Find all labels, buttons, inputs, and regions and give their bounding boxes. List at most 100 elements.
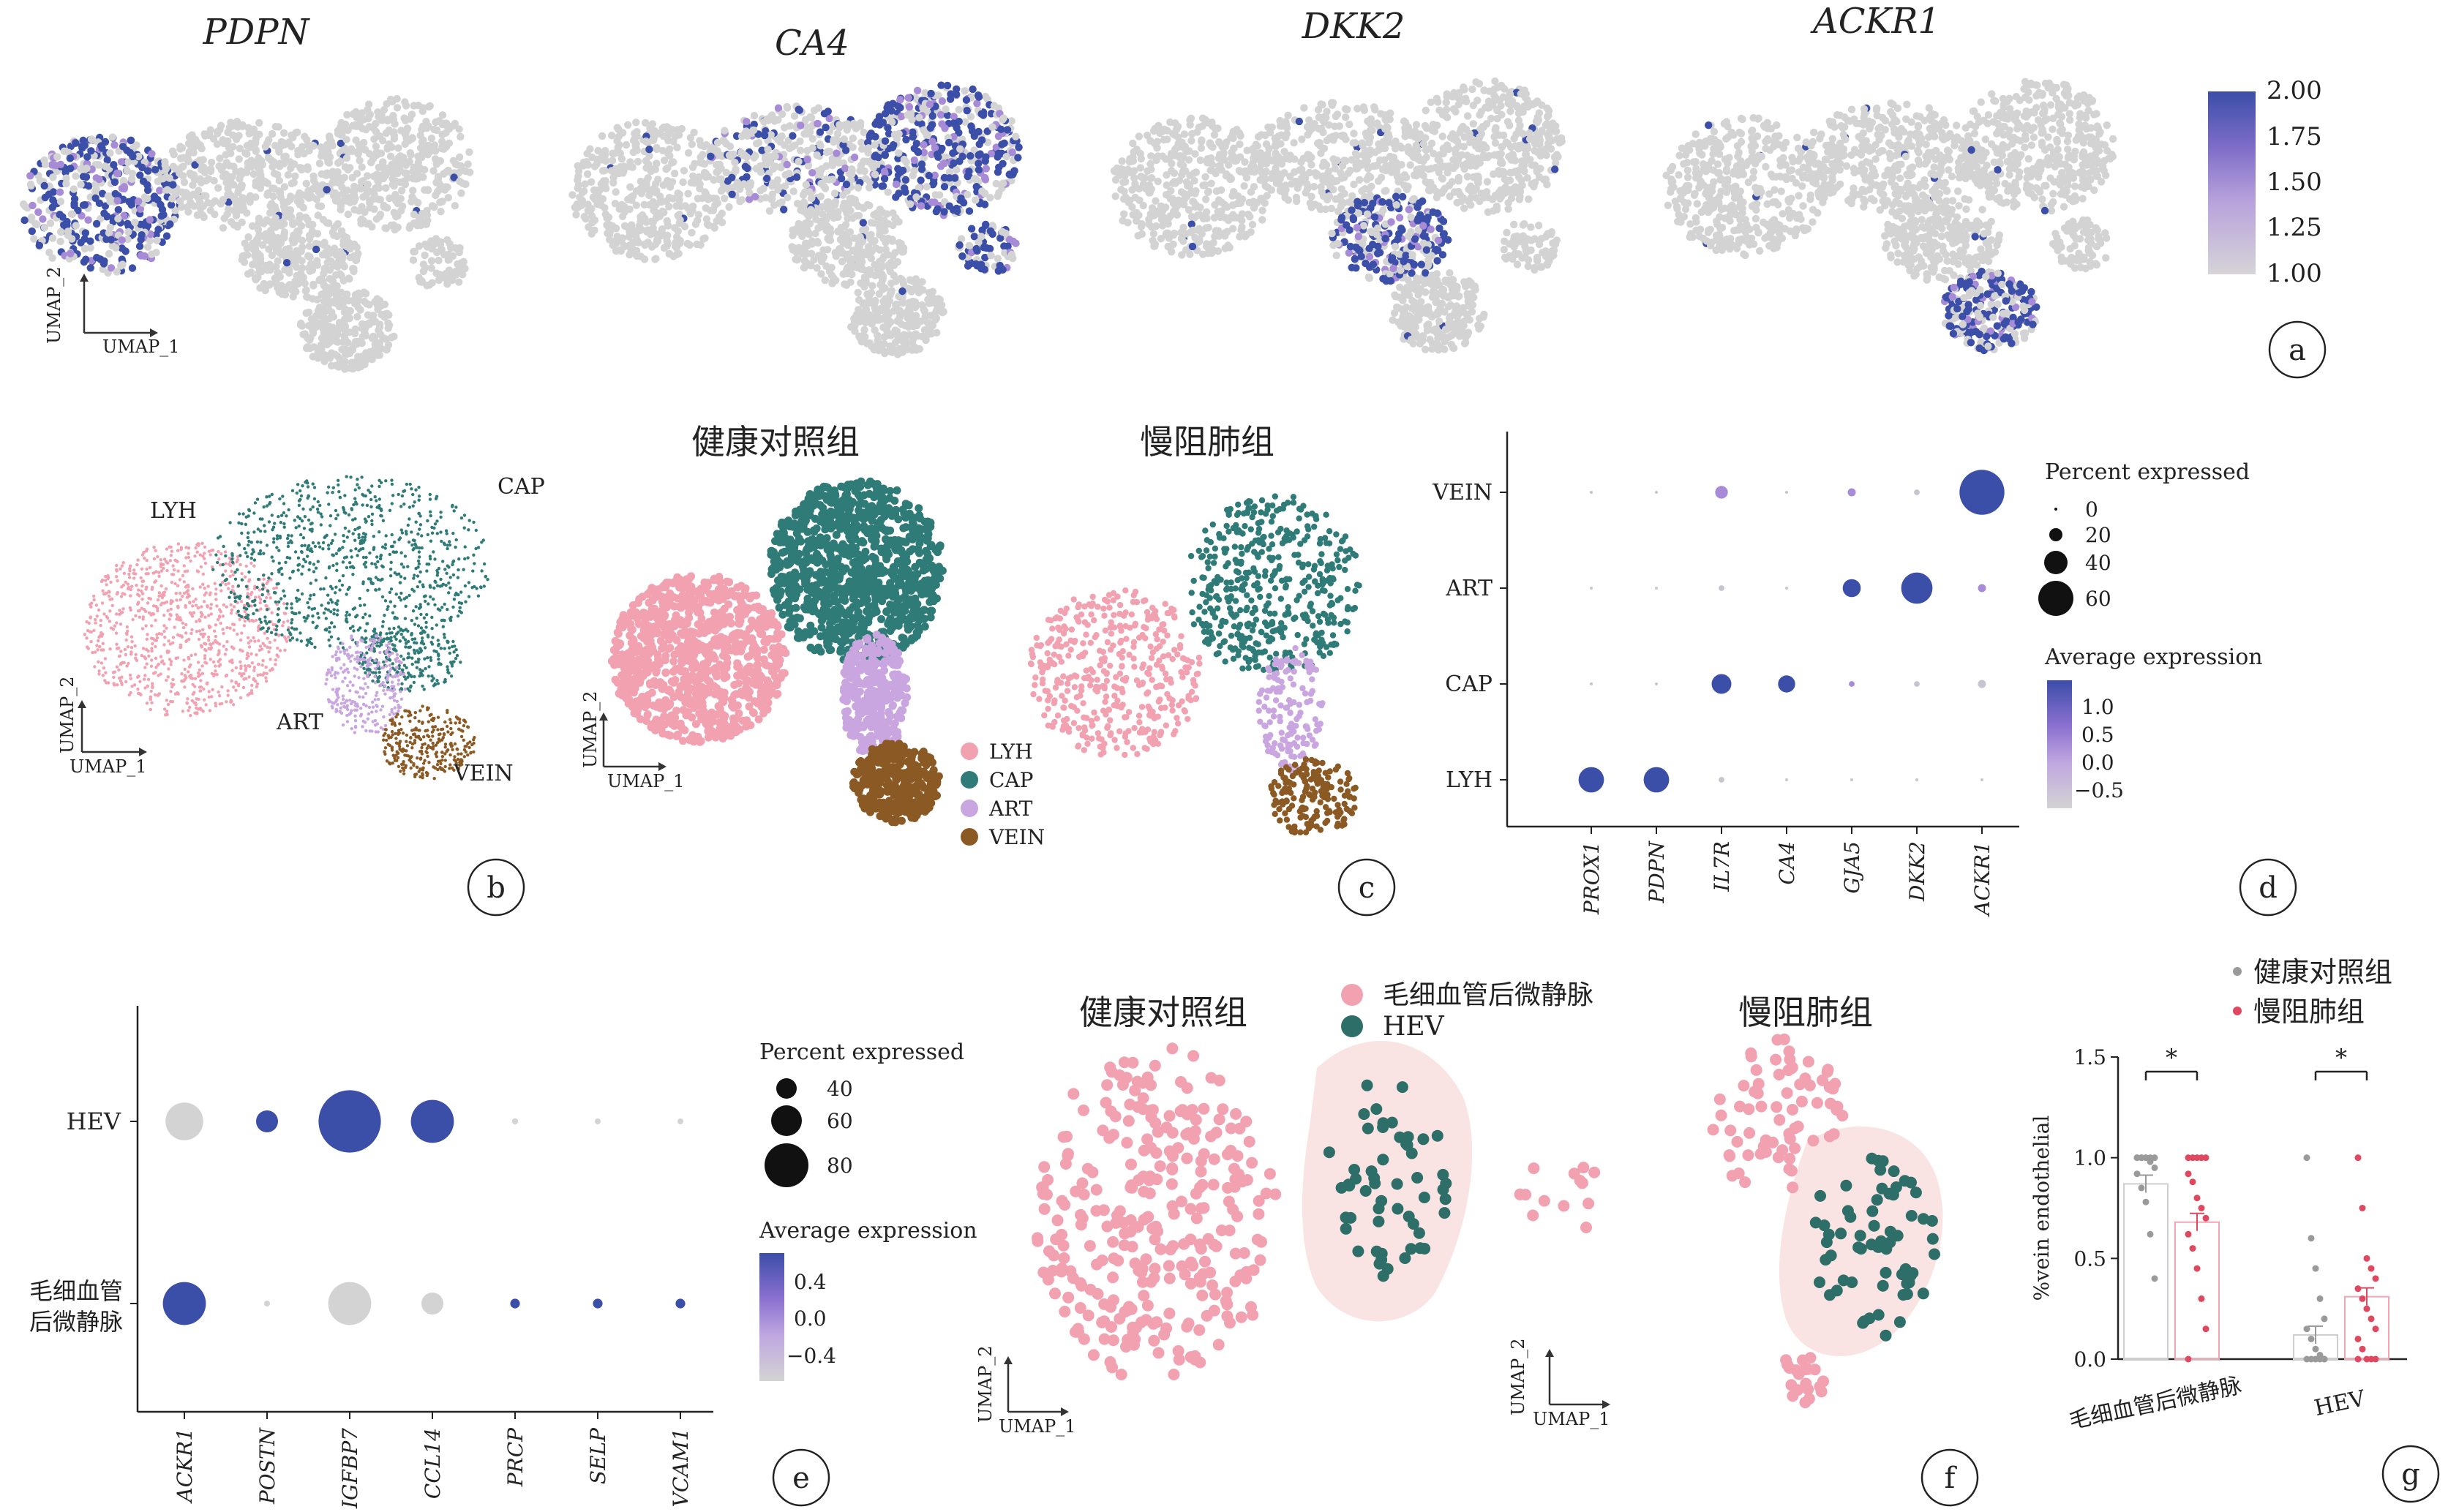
- cell-point: [1315, 139, 1323, 146]
- cell-point: [879, 208, 886, 216]
- cell-point: [1203, 240, 1210, 247]
- cell-point: [397, 152, 404, 159]
- cell-point: [1337, 203, 1345, 210]
- cell-point: [436, 271, 443, 278]
- cell-point: [966, 242, 973, 249]
- cell-point: [844, 126, 851, 133]
- cell-point: [964, 107, 971, 114]
- cell-point: [256, 284, 263, 291]
- cell-point: [81, 245, 89, 252]
- cell-point: [609, 150, 616, 157]
- cell-point: [1433, 257, 1441, 264]
- cell-point: [421, 241, 429, 248]
- cell-point: [361, 289, 368, 296]
- cell-point: [377, 211, 384, 218]
- cell-point: [1265, 145, 1272, 152]
- cell-point: [1320, 192, 1327, 200]
- cell-point: [57, 228, 64, 236]
- cell-point: [811, 211, 819, 218]
- cell-point: [821, 110, 828, 117]
- cell-point: [1530, 183, 1537, 190]
- cell-point: [721, 195, 728, 202]
- cell-point: [746, 181, 754, 189]
- cell-point: [159, 175, 166, 182]
- cell-point: [876, 247, 883, 254]
- cell-point: [1353, 198, 1361, 206]
- cell-point: [879, 345, 886, 353]
- cell-point: [881, 227, 888, 234]
- cell-point: [830, 137, 837, 144]
- cell-point: [274, 245, 282, 252]
- cell-point: [1399, 193, 1406, 200]
- cell-point: [653, 146, 661, 153]
- cell-point: [1250, 198, 1257, 205]
- cell-point: [1240, 182, 1247, 189]
- cell-point: [634, 158, 642, 165]
- cell-point: [930, 179, 937, 187]
- cell-point: [977, 110, 985, 118]
- cell-point: [671, 170, 678, 177]
- cell-point: [814, 120, 821, 127]
- cell-point: [426, 281, 433, 288]
- cell-point: [380, 167, 388, 174]
- cell-point: [1111, 167, 1118, 174]
- cell-point: [893, 317, 901, 325]
- cell-point: [1150, 230, 1157, 237]
- cell-point: [660, 132, 667, 140]
- cell-point: [229, 122, 236, 129]
- cell-point: [906, 331, 913, 339]
- cell-point: [642, 164, 650, 171]
- cell-point: [1407, 161, 1414, 168]
- cell-point: [678, 125, 686, 132]
- cell-point: [860, 219, 867, 226]
- cell-point: [1328, 205, 1335, 212]
- cell-point: [53, 153, 61, 160]
- cell-point: [105, 250, 113, 257]
- cell-point: [915, 148, 922, 156]
- cell-point: [1385, 199, 1392, 206]
- cell-point: [390, 333, 397, 340]
- cell-point: [1163, 135, 1171, 143]
- cell-point: [920, 306, 927, 313]
- cell-point: [63, 218, 70, 225]
- cell-point: [163, 233, 170, 240]
- cell-point: [989, 230, 996, 238]
- cell-point: [650, 184, 658, 192]
- cell-point: [1315, 113, 1323, 121]
- cell-point: [688, 179, 695, 187]
- cell-point: [692, 220, 699, 227]
- gene-title-dkk2: DKK2: [1302, 6, 1405, 47]
- cell-point: [1008, 251, 1015, 258]
- cell-point: [866, 184, 873, 191]
- cell-point: [1544, 105, 1551, 112]
- cell-point: [909, 298, 917, 305]
- cell-point: [1370, 103, 1378, 110]
- cell-point: [1350, 129, 1357, 137]
- cell-point: [1171, 170, 1178, 177]
- cell-point: [649, 120, 656, 127]
- cell-point: [911, 344, 918, 351]
- cell-point: [305, 322, 312, 329]
- cell-point: [95, 161, 102, 168]
- cell-point: [138, 164, 146, 171]
- cell-point: [1492, 124, 1499, 132]
- cell-point: [1202, 195, 1209, 203]
- cell-point: [898, 287, 906, 295]
- cell-point: [1487, 115, 1495, 122]
- cell-point: [859, 227, 866, 234]
- cell-point: [229, 132, 236, 139]
- cell-point: [315, 353, 323, 361]
- cell-point: [1227, 134, 1234, 141]
- cell-point: [858, 146, 866, 153]
- cell-point: [125, 198, 132, 206]
- cell-point: [435, 175, 442, 182]
- cell-point: [410, 175, 417, 182]
- cell-point: [811, 107, 818, 114]
- cell-point: [848, 271, 855, 278]
- cell-point: [1465, 198, 1472, 205]
- cell-point: [923, 183, 931, 190]
- cell-point: [661, 157, 668, 164]
- cell-point: [913, 285, 920, 292]
- cell-point: [1202, 225, 1209, 232]
- cell-point: [796, 107, 803, 114]
